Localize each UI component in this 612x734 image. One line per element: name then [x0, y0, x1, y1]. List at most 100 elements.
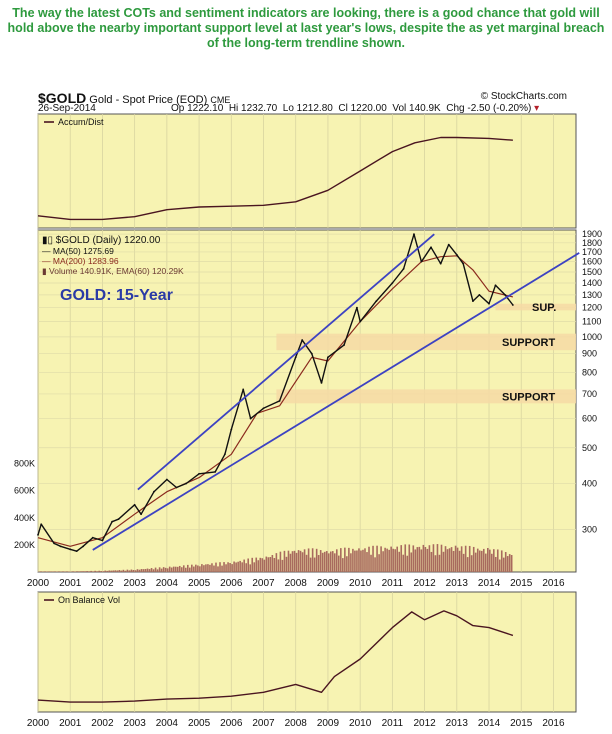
- y-tick-label: 800: [582, 368, 597, 378]
- volume-bar: [162, 567, 165, 572]
- y-tick-label: 1600: [582, 257, 602, 267]
- x-tick-label-bottom: 2015: [510, 718, 533, 729]
- price-point: [37, 534, 39, 536]
- y-tick-label: 1900: [582, 229, 602, 239]
- volume-bar: [500, 550, 503, 572]
- y-tick-label: 400: [582, 478, 597, 488]
- volume-bar: [456, 547, 459, 572]
- price-point: [262, 407, 265, 410]
- volume-bar: [440, 544, 443, 572]
- price-point: [249, 417, 252, 420]
- volume-bar: [182, 565, 185, 572]
- accum-dist-line: [37, 136, 513, 221]
- volume-bar: [410, 552, 413, 572]
- volume-bar: [287, 550, 290, 572]
- volume-bar: [452, 550, 455, 572]
- volume-bar: [331, 551, 334, 572]
- volume-bar: [122, 569, 125, 572]
- volume-bar: [313, 557, 316, 572]
- volume-bar: [392, 548, 394, 572]
- volume-bar: [259, 557, 262, 572]
- volume-bar: [464, 545, 467, 572]
- volume-bar: [170, 567, 173, 572]
- volume-bar: [144, 568, 147, 572]
- volume-bar: [86, 571, 88, 572]
- volume-bar: [342, 558, 344, 572]
- volume-bar: [321, 552, 324, 572]
- price-point: [91, 536, 94, 539]
- volume-bar: [116, 570, 119, 572]
- symbol: $GOLD: [38, 90, 87, 106]
- volume-bar: [390, 546, 392, 572]
- price-point: [153, 490, 155, 493]
- y-tick-label: 1500: [582, 267, 602, 277]
- volume-legend: ▮ Volume 140.91K, EMA(60) 120.29K: [42, 266, 184, 276]
- volume-bar: [289, 553, 292, 572]
- volume-bar: [96, 571, 98, 572]
- volume-bar: [466, 557, 469, 572]
- volume-bar: [344, 547, 346, 572]
- price-point: [478, 293, 481, 296]
- support-band: [276, 333, 576, 351]
- volume-bar: [166, 568, 169, 572]
- volume-bar: [241, 562, 243, 572]
- volume-bar: [468, 545, 471, 572]
- chart-date: 26-Sep-2014: [38, 103, 96, 114]
- volume-bar: [219, 562, 221, 572]
- price-point: [111, 520, 113, 523]
- volume-bar: [90, 570, 92, 572]
- volume-bar: [281, 559, 284, 572]
- volume-bar: [223, 562, 225, 572]
- support-band: [495, 303, 576, 311]
- volume-bar: [263, 559, 266, 572]
- volume-value: Vol 140.9K: [392, 103, 441, 114]
- volume-bar: [386, 548, 388, 572]
- volume-bar: [138, 569, 141, 572]
- volume-bar: [203, 565, 205, 572]
- volume-bar: [506, 556, 509, 572]
- price-point: [75, 550, 78, 553]
- volume-bar: [46, 571, 48, 572]
- y-tick-label: 300: [582, 524, 597, 534]
- volume-bar: [215, 562, 217, 572]
- accum-dist-panel: [37, 113, 577, 229]
- volume-bar: [498, 559, 501, 572]
- volume-bar: [426, 548, 429, 572]
- price-point: [413, 233, 415, 236]
- price-point: [117, 518, 120, 521]
- x-tick-label-bottom: 2011: [382, 718, 404, 729]
- price-point: [320, 381, 323, 384]
- open-value: Op 1222.10: [171, 103, 224, 114]
- volume-tick-label: 400K: [14, 513, 35, 523]
- volume-bar: [366, 552, 368, 572]
- y-tick-label: 900: [582, 349, 597, 359]
- volume-bar: [160, 568, 163, 572]
- volume-bar: [126, 569, 129, 572]
- x-tick-label: 2016: [542, 578, 565, 589]
- x-tick-label: 2006: [220, 578, 243, 589]
- high-value: Hi 1232.70: [228, 103, 278, 114]
- volume-bar: [110, 570, 113, 572]
- volume-bar: [158, 567, 161, 572]
- volume-bar: [130, 569, 133, 572]
- headline: The way the latest COTs and sentiment in…: [7, 6, 605, 50]
- volume-bar: [412, 545, 415, 572]
- volume-bar: [58, 571, 60, 572]
- accum-dist-legend: Accum/Dist: [58, 117, 104, 127]
- volume-bar: [430, 551, 433, 572]
- volume-bar: [225, 564, 227, 572]
- volume-bar: [98, 570, 101, 572]
- volume-bar: [261, 558, 264, 572]
- volume-bar: [104, 570, 107, 572]
- x-tick-label: 2011: [382, 578, 404, 589]
- volume-bar: [52, 571, 54, 572]
- volume-bar: [92, 571, 94, 572]
- x-tick-label: 2003: [124, 578, 147, 589]
- volume-bar: [382, 551, 384, 572]
- price-point: [488, 302, 490, 305]
- x-tick-label: 2002: [91, 578, 114, 589]
- volume-bar: [319, 550, 322, 572]
- volume-bar: [502, 557, 505, 572]
- security-name: Gold - Spot Price (EOD): [89, 94, 208, 106]
- volume-bar: [442, 551, 445, 572]
